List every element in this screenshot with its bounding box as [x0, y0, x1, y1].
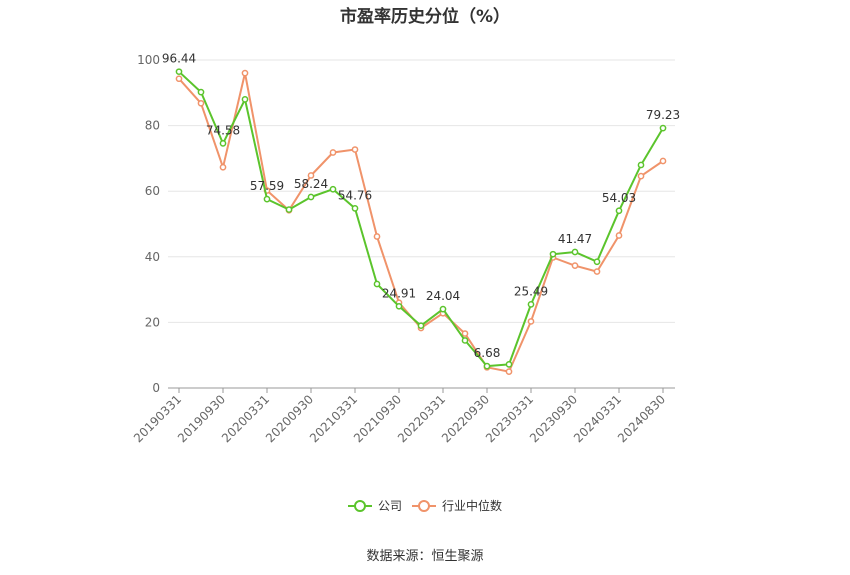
data-label: 24.04 [426, 289, 460, 303]
legend-marker [354, 500, 366, 512]
y-tick-label: 60 [145, 184, 160, 198]
data-point [175, 75, 183, 83]
data-label: 74.58 [206, 123, 240, 137]
data-point [373, 233, 381, 240]
data-point [351, 146, 359, 153]
y-tick-label: 40 [145, 250, 160, 264]
data-point [659, 124, 667, 132]
data-label: 96.44 [162, 52, 196, 66]
y-tick-label: 20 [145, 315, 160, 329]
data-point [373, 280, 381, 288]
data-point [549, 250, 557, 258]
legend-marker [418, 500, 430, 512]
chart-title: 市盈率历史分位（%） [339, 7, 511, 27]
data-point [197, 99, 205, 107]
x-tick-label: 20240830 [615, 392, 668, 445]
data-labels: 96.44 74.58 57.59 58.24 54.76 24.91 24.04 6.68 2… [162, 52, 680, 360]
data-point [615, 232, 623, 239]
data-point [197, 88, 205, 96]
data-point [307, 193, 315, 201]
y-axis: 0 20 40 60 80 100 [137, 53, 160, 395]
data-point [527, 318, 535, 325]
data-label: 57.59 [250, 179, 284, 193]
data-point [505, 368, 513, 375]
data-label: 24.91 [382, 286, 416, 300]
y-tick-label: 0 [152, 381, 160, 395]
source-note: 数据来源：恒生聚源 [366, 549, 484, 564]
data-point [439, 305, 447, 313]
data-point [285, 206, 293, 213]
data-point [461, 330, 469, 337]
data-point [417, 322, 425, 330]
x-axis: 2019033120190930202003312020093020210331… [131, 387, 675, 445]
data-point [637, 161, 645, 169]
data-label: 54.76 [338, 188, 372, 202]
data-point [351, 205, 359, 212]
data-point [219, 163, 227, 171]
data-point [241, 96, 249, 103]
data-point [395, 302, 403, 310]
data-point [241, 69, 249, 77]
data-label: 6.68 [474, 346, 501, 360]
data-point [329, 149, 337, 156]
data-point [527, 301, 535, 308]
data-point [571, 262, 579, 270]
legend-label: 行业中位数 [442, 498, 502, 513]
data-label: 79.23 [646, 108, 680, 122]
y-tick-label: 100 [137, 53, 160, 67]
data-point [659, 157, 667, 165]
data-point [461, 337, 469, 344]
data-point [593, 268, 601, 275]
data-label: 54.03 [602, 191, 636, 205]
data-label: 58.24 [294, 177, 328, 191]
data-point [571, 248, 579, 256]
data-point [483, 362, 491, 370]
data-label: 25.49 [514, 284, 548, 298]
legend: 公司 行业中位数 [348, 498, 502, 513]
data-point [329, 185, 337, 193]
data-point [637, 172, 645, 180]
legend-label: 公司 [378, 499, 402, 513]
data-point [307, 172, 315, 179]
data-label: 41.47 [558, 232, 592, 246]
data-point [505, 361, 513, 368]
data-point [263, 195, 271, 203]
data-point [175, 68, 183, 76]
series-group [175, 68, 667, 375]
data-point [615, 207, 623, 215]
data-point [219, 140, 227, 147]
y-tick-label: 80 [145, 119, 160, 133]
data-point [593, 258, 601, 266]
